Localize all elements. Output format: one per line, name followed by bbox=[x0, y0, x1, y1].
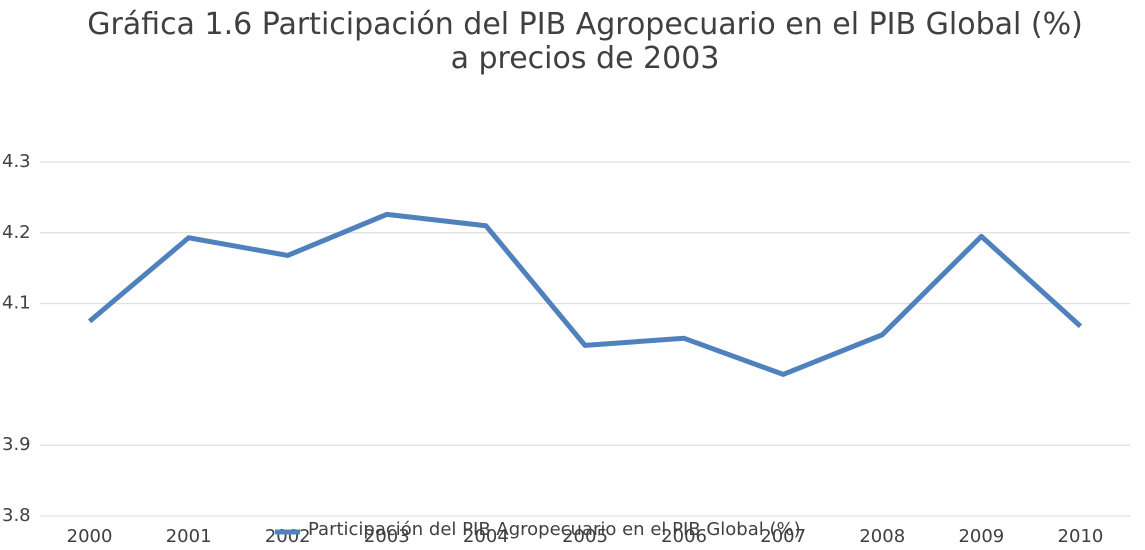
x-tick-label: 2004 bbox=[463, 526, 509, 547]
x-tick-label: 2008 bbox=[859, 526, 905, 547]
x-tick-label: 2003 bbox=[364, 526, 410, 547]
legend-label: Participación del PIB Agropecuario en el… bbox=[308, 519, 801, 540]
x-tick-label: 2005 bbox=[562, 526, 608, 547]
y-tick-label: 4.2 bbox=[2, 222, 31, 243]
chart-title: Gráfica 1.6 Participación del PIB Agrope… bbox=[87, 7, 1083, 42]
chart-subtitle: a precios de 2003 bbox=[450, 41, 720, 76]
x-tick-label: 2009 bbox=[958, 526, 1004, 547]
y-tick-label: 4.3 bbox=[2, 151, 31, 172]
x-tick-label: 2010 bbox=[1058, 526, 1104, 547]
y-tick-label: 3.8 bbox=[2, 505, 31, 526]
titles: Gráfica 1.6 Participación del PIB Agrope… bbox=[40, 8, 1130, 76]
x-tick-label: 2006 bbox=[661, 526, 707, 547]
x-tick-label: 2002 bbox=[265, 526, 311, 547]
x-tick-label: 2000 bbox=[67, 526, 113, 547]
x-tick-label: 2007 bbox=[760, 526, 806, 547]
y-tick-label: 4.1 bbox=[2, 293, 31, 314]
y-tick-label: 3.9 bbox=[2, 434, 31, 455]
series-line bbox=[87, 211, 1083, 377]
x-tick-label: 2001 bbox=[166, 526, 212, 547]
